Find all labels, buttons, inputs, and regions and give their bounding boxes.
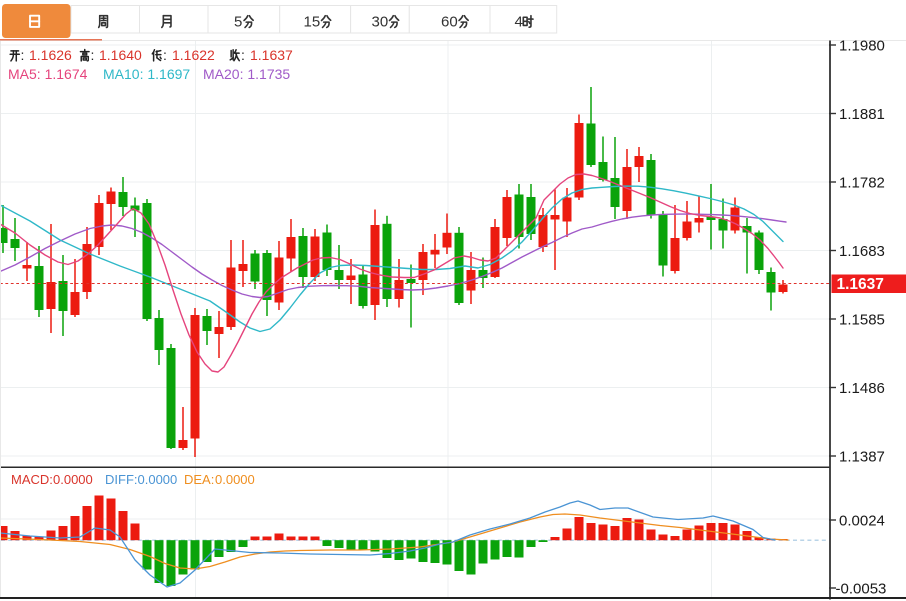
svg-text:DIFF:: DIFF: — [105, 472, 138, 487]
svg-text:0.0000: 0.0000 — [53, 472, 93, 487]
svg-text::: : — [91, 47, 95, 63]
svg-text:1.1881: 1.1881 — [839, 106, 885, 123]
svg-text:30: 30 — [372, 14, 389, 31]
svg-text:0.0000: 0.0000 — [138, 472, 178, 487]
svg-text:15: 15 — [304, 14, 321, 31]
svg-text:4: 4 — [515, 14, 523, 31]
svg-text:MA20: 1.1735: MA20: 1.1735 — [203, 66, 290, 82]
svg-text:1.1585: 1.1585 — [839, 312, 885, 329]
svg-text:MA10: 1.1697: MA10: 1.1697 — [103, 66, 190, 82]
svg-text:5: 5 — [234, 14, 242, 31]
svg-text:MACD:: MACD: — [11, 472, 53, 487]
svg-text:1.1486: 1.1486 — [839, 380, 885, 397]
svg-text:0.0000: 0.0000 — [215, 472, 255, 487]
svg-text:MA5: 1.1674: MA5: 1.1674 — [8, 66, 88, 82]
svg-text::: : — [21, 47, 25, 63]
svg-text:-0.0053: -0.0053 — [836, 581, 887, 598]
svg-text:1.1637: 1.1637 — [837, 276, 884, 293]
svg-text:0.0024: 0.0024 — [839, 513, 885, 530]
svg-text:1.1782: 1.1782 — [839, 175, 885, 192]
svg-text:1.1622: 1.1622 — [172, 47, 215, 63]
svg-text:1.1640: 1.1640 — [99, 47, 142, 63]
svg-text:1.1626: 1.1626 — [29, 47, 72, 63]
svg-text:1.1637: 1.1637 — [250, 47, 293, 63]
svg-text:DEA:: DEA: — [184, 472, 214, 487]
svg-text:60: 60 — [441, 14, 458, 31]
svg-text:1.1387: 1.1387 — [839, 449, 885, 466]
svg-text::: : — [241, 47, 245, 63]
svg-text::: : — [163, 47, 167, 63]
svg-text:1.1683: 1.1683 — [839, 243, 885, 260]
svg-text:1.1980: 1.1980 — [839, 38, 885, 55]
